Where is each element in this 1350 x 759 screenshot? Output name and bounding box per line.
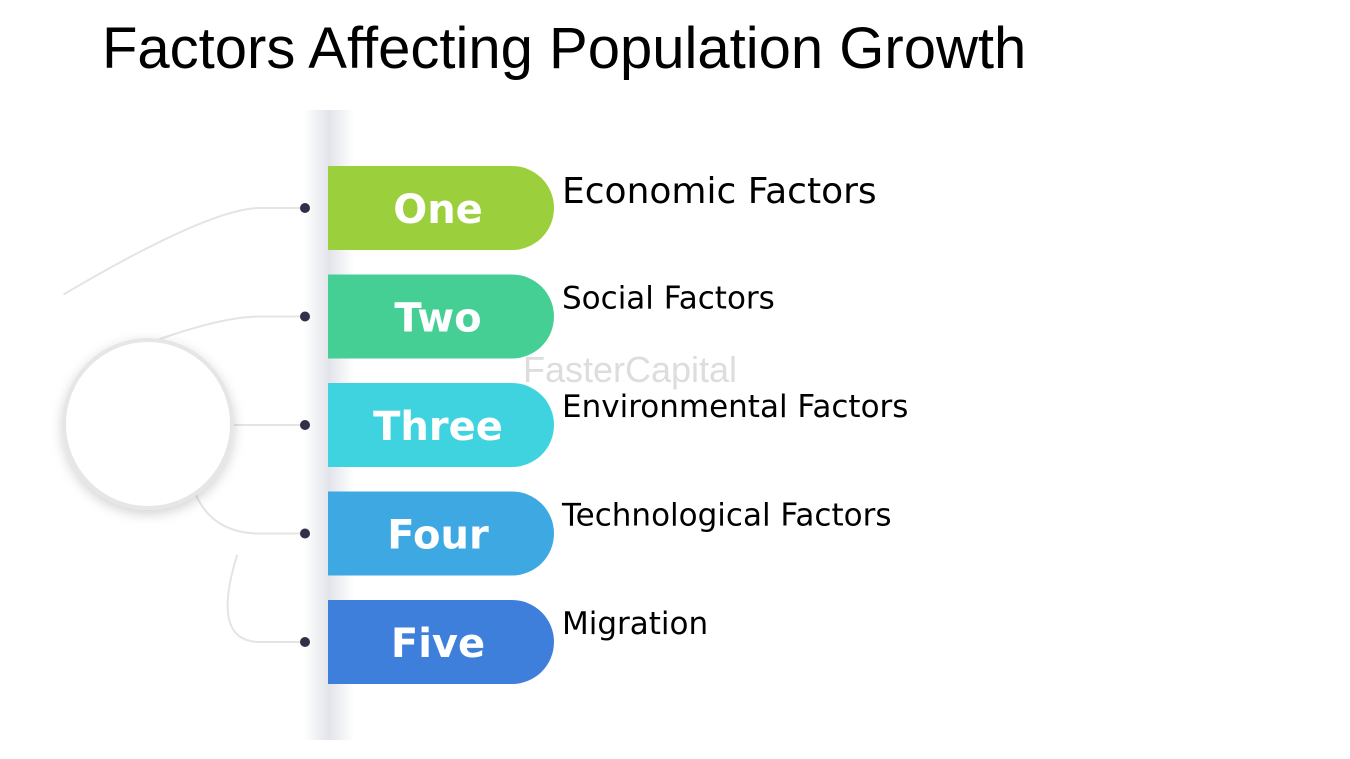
connector xyxy=(63,207,305,296)
items: One Economic Factors Two Social Factors Thre… xyxy=(63,166,908,684)
factor-text: Migration xyxy=(562,606,708,642)
factor-text: Environmental Factors xyxy=(562,389,908,425)
tab xyxy=(328,166,554,250)
factor-text: Technological Factors xyxy=(561,498,891,534)
tab-label: One xyxy=(393,187,483,233)
tab xyxy=(328,600,554,684)
tab-label: Three xyxy=(373,404,503,450)
tab-label: Five xyxy=(391,621,485,667)
dot xyxy=(300,420,310,430)
hub-circle xyxy=(62,338,234,510)
tab-label: Two xyxy=(394,296,481,342)
connector xyxy=(192,489,305,535)
tab xyxy=(328,491,554,576)
dot xyxy=(300,311,310,322)
tab xyxy=(328,274,554,359)
dot xyxy=(300,203,310,213)
tab-label: Four xyxy=(387,513,489,559)
factor-text: Social Factors xyxy=(562,281,775,317)
dot xyxy=(300,528,310,539)
dot xyxy=(300,637,310,647)
tab xyxy=(328,383,554,467)
watermark: FasterCapital xyxy=(523,349,737,390)
title: Factors Affecting Population Growth xyxy=(102,16,1026,81)
connector xyxy=(226,554,305,643)
factor-text: Economic Factors xyxy=(562,171,877,212)
